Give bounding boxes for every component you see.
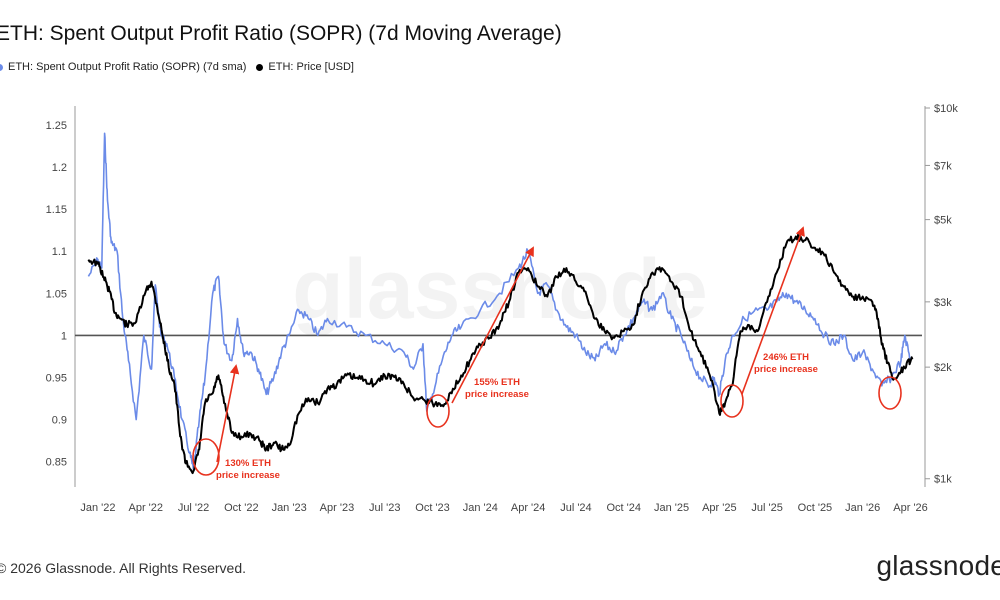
y-right-tick-label: $7k [934, 160, 952, 172]
x-tick-label: Apr '25 [702, 502, 737, 514]
x-tick-label: Jan '23 [272, 502, 307, 514]
brand-logo: glassnode [876, 550, 1000, 581]
rally-arrow-1 [216, 364, 240, 463]
y-right-tick-label: $10k [934, 103, 958, 115]
annotation-label-3: 246% ETH price increase [754, 352, 818, 375]
y-left-tick-label: 1.2 [52, 162, 67, 174]
bottom-circle-1 [192, 438, 220, 476]
sopr-series-line [87, 132, 911, 472]
y-left-tick-label: 1.15 [46, 204, 67, 216]
x-tick-label: Jan '22 [80, 502, 115, 514]
series-layer [87, 132, 914, 475]
y-left-tick-label: 1.1 [52, 246, 67, 258]
bottom-circle-4 [878, 376, 902, 410]
axes-layer: 0.85 0.9 0.95 1 1.05 1.1 1.15 1.2 1.25 $1k $2k $3k $… [46, 103, 959, 514]
chart-legend: ETH: Spent Output Profit Ratio (SOPR) (7… [0, 61, 354, 73]
x-tick-label: Apr '22 [128, 502, 163, 514]
x-tick-label: Apr '24 [511, 502, 546, 514]
annotation-line: 130% ETH [225, 458, 271, 469]
copyright-text: © 2026 Glassnode. All Rights Reserved. [0, 560, 247, 576]
x-tick-label: Jul '25 [751, 502, 782, 514]
price-series-line [87, 233, 914, 475]
annotation-line: price increase [754, 364, 818, 375]
y-right-tick-label: $2k [934, 362, 952, 374]
x-tick-label: Jul '22 [178, 502, 209, 514]
legend-sopr-label: ETH: Spent Output Profit Ratio (SOPR) (7… [8, 61, 247, 73]
x-tick-label: Oct '23 [415, 502, 450, 514]
x-tick-label: Jan '25 [654, 502, 689, 514]
rally-arrow-2 [451, 246, 534, 404]
legend-price-marker [256, 63, 264, 71]
legend-item-sopr[interactable]: ETH: Spent Output Profit Ratio (SOPR) (7… [0, 61, 246, 73]
y-left-tick-label: 0.9 [52, 415, 67, 427]
y-right-tick-label: $1k [934, 474, 952, 486]
y-right-tick-label: $3k [934, 297, 952, 309]
annotation-label-1: 130% ETH price increase [216, 458, 280, 481]
annotation-line: 155% ETH [474, 377, 520, 388]
y-left-tick-label: 1.05 [46, 288, 67, 300]
x-tick-label: Oct '24 [606, 502, 641, 514]
annotation-line: price increase [216, 470, 280, 481]
chart-title: ETH: Spent Output Profit Ratio (SOPR) (7… [0, 22, 562, 45]
legend-sopr-marker [0, 63, 3, 71]
x-tick-label: Oct '22 [224, 502, 259, 514]
rally-arrow-3 [741, 226, 805, 395]
y-left-tick-label: 1.25 [46, 120, 67, 132]
x-tick-label: Oct '25 [798, 502, 833, 514]
annotation-line: price increase [465, 389, 529, 400]
bottom-circle-2 [426, 394, 450, 428]
y-left-tick-label: 0.95 [46, 373, 67, 385]
legend-item-price[interactable]: ETH: Price [USD] [256, 61, 354, 73]
x-tick-label: Jan '26 [845, 502, 880, 514]
y-right-tick-label: $5k [934, 215, 952, 227]
annotation-label-2: 155% ETH price increase [465, 377, 529, 400]
x-tick-label: Jan '24 [463, 502, 498, 514]
annotation-line: 246% ETH [763, 352, 809, 363]
y-left-tick-label: 0.85 [46, 457, 67, 469]
y-left-tick-label: 1 [61, 330, 67, 342]
x-tick-label: Jul '24 [560, 502, 591, 514]
x-tick-label: Apr '23 [320, 502, 355, 514]
x-tick-label: Jul '23 [369, 502, 400, 514]
legend-price-label: ETH: Price [USD] [268, 61, 354, 73]
bottom-circle-3 [720, 384, 744, 418]
x-tick-label: Apr '26 [893, 502, 928, 514]
